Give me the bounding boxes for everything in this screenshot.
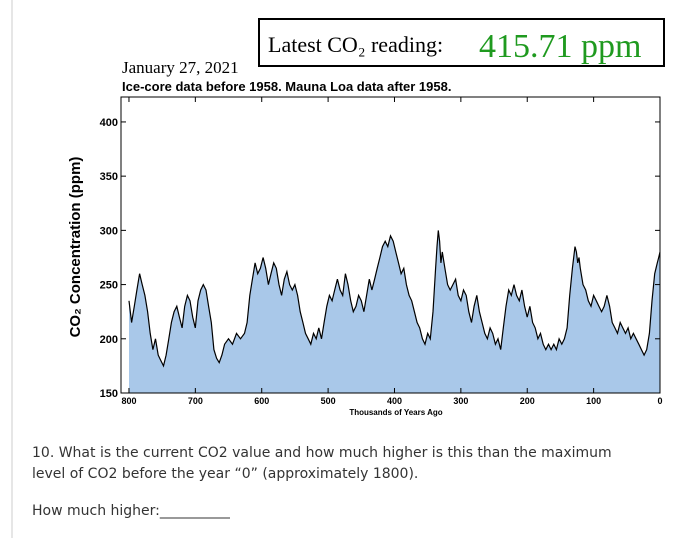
x-tick-label: 600 <box>254 396 269 406</box>
y-axis-label: CO₂ Concentration (ppm) <box>67 157 84 338</box>
reading-box <box>258 18 665 67</box>
plot-frame <box>120 96 661 394</box>
x-tick-label: 800 <box>121 396 136 406</box>
answer-prompt: How much higher:__________ <box>32 503 231 519</box>
x-tick-label: 400 <box>387 396 402 406</box>
subtitle: Ice-core data before 1958. Mauna Loa dat… <box>122 79 451 94</box>
y-tick-label: 400 <box>100 117 118 129</box>
y-tick-label: 250 <box>100 280 118 292</box>
y-tick-label: 200 <box>100 334 118 346</box>
y-tick-label: 350 <box>100 171 118 183</box>
y-tick-label: 150 <box>100 388 118 400</box>
line <box>128 230 661 368</box>
area <box>129 230 660 393</box>
x-axis-label: Thousands of Years Ago <box>349 408 442 417</box>
reading-label: Latest CO₂ reading: <box>268 32 443 57</box>
plot: 150 200 250 300 350 400 800 700 600 500 400 300 200 1… <box>100 96 663 406</box>
question-text: 10. What is the current CO2 value and ho… <box>32 445 612 461</box>
x-tick-label: 300 <box>453 396 468 406</box>
y-tick-label: 300 <box>100 225 118 237</box>
question-text: level of CO2 before the year “0” (approx… <box>32 466 418 482</box>
x-tick-label: 500 <box>321 396 336 406</box>
x-tick-label: 200 <box>520 396 535 406</box>
x-tick-label: 0 <box>657 396 662 406</box>
x-tick-label: 700 <box>188 396 203 406</box>
date: January 27, 2021 <box>122 58 239 77</box>
reading-value: 415.71 ppm <box>479 28 641 65</box>
x-tick-label: 100 <box>586 396 601 406</box>
